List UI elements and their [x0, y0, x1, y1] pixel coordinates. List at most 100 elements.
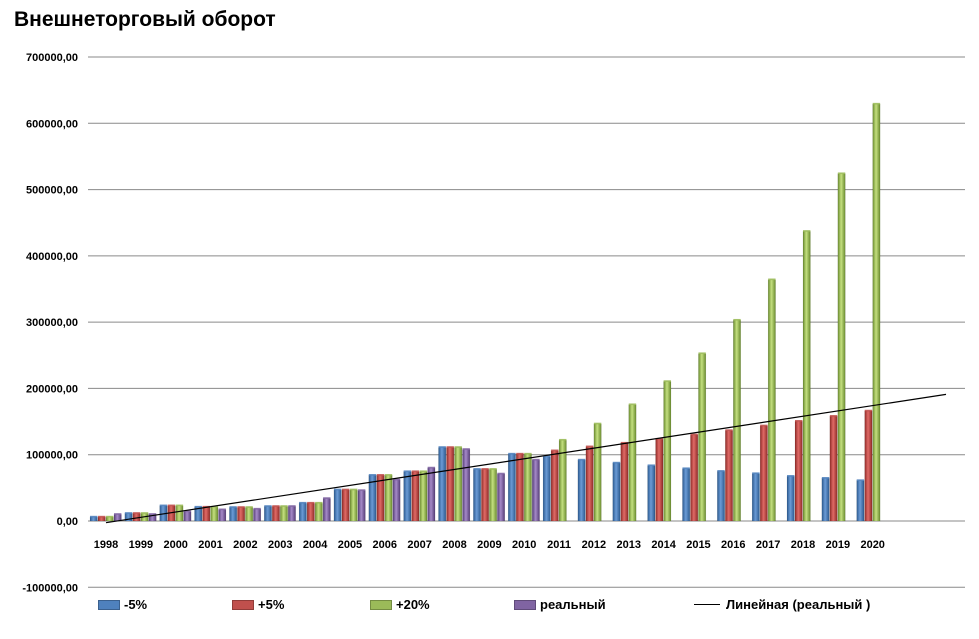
x-tick-label: 2008 [442, 539, 466, 551]
legend-swatch [98, 599, 120, 610]
legend-swatch [370, 599, 392, 610]
bar-series-1 [97, 516, 106, 522]
bar-series-2 [210, 506, 219, 522]
legend-label: -5% [124, 597, 148, 612]
bar-cap [392, 478, 401, 481]
y-tick-label: 0,00 [57, 516, 78, 528]
bar-cap [323, 497, 331, 499]
bar-series-3 [531, 459, 540, 522]
bar-cap [253, 507, 261, 510]
bar-cap [787, 475, 795, 477]
bar-series-1 [864, 410, 873, 522]
bar-series-3 [497, 473, 506, 522]
bar-series-2 [314, 502, 323, 522]
bar-cap [159, 504, 168, 507]
bar-series-0 [682, 468, 691, 522]
bar-cap [551, 449, 559, 452]
bar-series-1 [585, 446, 594, 522]
bar-series-0 [577, 459, 586, 522]
trendline [105, 393, 947, 524]
bar-cap [419, 470, 428, 473]
bar-series-2 [837, 173, 846, 522]
bar-series-1 [411, 471, 420, 522]
bar-cap [725, 429, 733, 431]
bar-series-1 [341, 489, 350, 522]
bar-cap [682, 467, 690, 470]
bar-cap [175, 504, 184, 507]
legend-label: +5% [258, 597, 285, 612]
bar-cap [473, 468, 481, 470]
bar-series-0 [856, 480, 865, 522]
bar-cap [114, 513, 122, 515]
bar-series-3 [357, 490, 366, 522]
bar-cap [237, 506, 245, 508]
bar-series-0 [229, 507, 238, 522]
bar-series-2 [767, 279, 776, 522]
bar-series-0 [438, 447, 447, 522]
bar-cap [288, 505, 296, 507]
bar-series-3 [218, 509, 227, 522]
bar-series-2 [698, 353, 707, 522]
bar-series-2 [523, 453, 532, 522]
bar-cap [612, 461, 621, 464]
bar-cap [717, 470, 725, 472]
bar-series-2 [733, 319, 741, 522]
bar-cap [821, 477, 830, 479]
bar-cap [593, 422, 602, 425]
x-tick-label: 2000 [163, 539, 187, 551]
y-tick-label: 600000,00 [26, 118, 78, 130]
bar-series-1 [237, 507, 246, 522]
legend-label: +20% [396, 597, 430, 612]
bar-cap [98, 515, 106, 518]
x-tick-label: 2002 [233, 539, 257, 551]
bar-series-1 [759, 425, 768, 522]
bar-series-2 [105, 516, 114, 522]
bar-series-2 [175, 505, 184, 522]
bar-cap [349, 488, 358, 491]
x-tick-label: 2020 [860, 539, 884, 551]
bar-cap [299, 501, 307, 504]
bar-series-3 [253, 508, 262, 522]
bar-cap [376, 474, 385, 476]
bar-series-2 [593, 423, 602, 522]
bar-series-2 [384, 475, 393, 522]
bar-series-0 [821, 477, 830, 522]
bar-cap [620, 441, 629, 444]
x-tick-label: 2005 [338, 539, 362, 551]
bar-series-0 [751, 473, 760, 522]
legend-item-plus20: +20% [370, 597, 430, 612]
bar-series-1 [446, 447, 455, 522]
bar-series-0 [473, 469, 482, 522]
bar-series-0 [507, 453, 516, 522]
bar-cap [357, 489, 366, 491]
bar-series-1 [690, 434, 699, 522]
bar-series-3 [427, 467, 436, 522]
x-tick-label: 2007 [407, 539, 431, 551]
bar-cap [368, 474, 377, 476]
bar-cap [489, 468, 497, 470]
bar-cap [183, 510, 192, 513]
bar-cap [315, 501, 323, 504]
bar-cap [140, 512, 149, 514]
bar-series-0 [786, 476, 795, 522]
x-tick-label: 2009 [477, 539, 501, 551]
bar-cap [264, 505, 272, 507]
bar-cap [446, 446, 454, 448]
bar-series-1 [829, 416, 838, 522]
bar-cap [124, 512, 133, 514]
bar-cap [795, 420, 803, 422]
bar-series-0 [717, 471, 725, 522]
bar-cap [202, 505, 210, 508]
bar-cap [628, 403, 637, 406]
bar-cap [403, 470, 412, 473]
legend-item-minus5: -5% [98, 597, 147, 612]
bar-series-2 [349, 489, 358, 522]
legend-item-trendline: Линейная (реальный ) [694, 597, 870, 612]
x-tick-label: 2016 [721, 539, 745, 551]
bar-series-1 [202, 506, 211, 522]
bar-series-0 [264, 506, 272, 522]
bar-series-1 [306, 502, 315, 522]
bar-cap [760, 424, 768, 427]
chart-title: Внешнеторговый оборот [14, 8, 276, 31]
bar-series-1 [794, 420, 803, 522]
